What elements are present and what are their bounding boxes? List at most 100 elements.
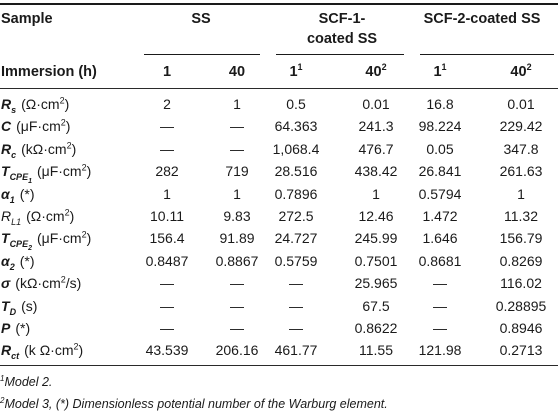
- table-cell: —: [160, 297, 174, 314]
- parameter-unit: (Ω·cm2): [21, 95, 70, 112]
- table-cell: 719: [225, 163, 249, 180]
- table-cell: 476.7: [358, 140, 394, 157]
- parameter-label: TCPE1(μF·cm2): [1, 162, 92, 185]
- immersion-value: 40: [228, 64, 246, 80]
- parameter-symbol: TCPE1: [1, 163, 32, 185]
- table-cell: —: [230, 118, 244, 135]
- table-cell: 67.5: [362, 297, 390, 314]
- table-cell: 10.11: [150, 208, 184, 224]
- table-cell: 1,068.4: [272, 140, 320, 157]
- table-cell: —: [289, 297, 303, 314]
- parameter-unit: (s): [21, 297, 38, 314]
- table-cell: 26.841: [418, 163, 462, 180]
- immersion-value: 1: [162, 64, 172, 80]
- table-top-rule: [0, 3, 558, 5]
- parameter-label: Rct (k Ω·cm2): [1, 341, 84, 360]
- group-rule-scf1: [276, 54, 404, 55]
- sample-header: Sample: [1, 11, 53, 27]
- table-cell: 261.63: [499, 163, 543, 180]
- group-header-scf1-line1: SCF-1-: [318, 11, 366, 27]
- parameter-unit: (μF·cm2): [16, 117, 71, 135]
- table-cell: 64.363: [274, 118, 318, 135]
- header-bottom-rule: [0, 88, 558, 89]
- table-cell: 12.46: [358, 208, 394, 224]
- table-cell: 0.5794: [418, 185, 462, 202]
- parameter-unit: (kΩ·cm2): [21, 140, 77, 157]
- table-cell: —: [289, 320, 303, 336]
- table-cell: 0.8622: [354, 320, 398, 336]
- table-cell: 0.8681: [418, 252, 462, 269]
- table-cell: 241.3: [358, 118, 394, 135]
- footnote-1: 1Model 2.: [0, 373, 53, 389]
- table-cell: —: [230, 140, 244, 157]
- table-cell: 0.28895: [495, 297, 547, 314]
- parameter-symbol: TCPE2: [1, 230, 32, 252]
- table-cell: 0.01: [507, 96, 535, 112]
- parameter-label: C (μF·cm2): [1, 118, 70, 134]
- parameter-symbol: α1: [1, 185, 15, 205]
- table-cell: 98.224: [418, 118, 462, 135]
- table-bottom-rule: [0, 365, 558, 366]
- immersion-value: 402: [365, 62, 387, 80]
- table-cell: —: [289, 275, 303, 292]
- table-cell: 0.5: [286, 96, 306, 112]
- parameter-symbol: Rs: [1, 96, 17, 115]
- immersion-value: 11: [289, 62, 303, 80]
- table-cell: —: [230, 275, 244, 292]
- table-cell: 461.77: [274, 342, 318, 359]
- table-cell: 1.646: [422, 230, 458, 247]
- table-cell: 282: [155, 163, 179, 180]
- table-cell: 121.98: [418, 342, 462, 359]
- parameter-symbol: Rc: [1, 140, 17, 160]
- table-cell: 9.83: [223, 208, 251, 224]
- table-cell: 1: [233, 96, 241, 112]
- footnote-2: 2Model 3, (*) Dimensionless potential nu…: [0, 395, 388, 411]
- table-cell: 11.32: [504, 208, 538, 224]
- parameter-unit: (k Ω·cm2): [24, 341, 84, 359]
- parameter-label: Rc (kΩ·cm2): [1, 140, 77, 160]
- table-cell: 25.965: [354, 275, 398, 292]
- table-cell: 0.8269: [499, 252, 543, 269]
- parameter-symbol: σ: [1, 275, 11, 292]
- table-cell: 43.539: [145, 342, 189, 359]
- table-cell: —: [160, 320, 174, 336]
- parameter-label: σ (kΩ·cm2/s): [1, 275, 81, 291]
- parameter-label: Rs (Ω·cm2): [1, 95, 70, 115]
- parameter-unit: (μF·cm2): [36, 162, 92, 180]
- immersion-value: 402: [510, 62, 532, 80]
- table-cell: 16.8: [426, 96, 454, 112]
- parameter-unit: (Ω·cm2): [26, 207, 75, 224]
- group-header-scf2: SCF-2-coated SS: [423, 11, 541, 27]
- table-cell: 0.2713: [499, 342, 543, 359]
- table-cell: —: [433, 275, 447, 292]
- table-cell: 28.516: [274, 163, 318, 180]
- parameter-label: TCPE2(μF·cm2): [1, 229, 92, 252]
- group-rule-scf2: [420, 54, 554, 55]
- table-cell: 0.01: [362, 96, 390, 112]
- table-cell: —: [433, 320, 447, 336]
- group-header-ss: SS: [191, 11, 211, 27]
- parameter-symbol: P: [1, 320, 11, 336]
- parameter-unit: (*): [19, 252, 35, 269]
- parameter-label: RL1 (Ω·cm2): [1, 207, 75, 226]
- group-header-scf1-line2: coated SS: [306, 31, 378, 47]
- table-cell: —: [230, 297, 244, 314]
- table-cell: —: [160, 118, 174, 135]
- table-cell: 206.16: [215, 342, 259, 359]
- parameter-label: α1 (*): [1, 185, 35, 205]
- table-cell: 116.02: [500, 275, 542, 292]
- parameter-symbol: C: [1, 118, 12, 135]
- table-cell: 24.727: [274, 230, 318, 247]
- parameter-symbol: α2: [1, 252, 15, 272]
- table-cell: 1: [233, 185, 241, 202]
- table-cell: 11.55: [359, 342, 393, 359]
- parameter-label: α2 (*): [1, 252, 35, 272]
- table-cell: 0.5759: [274, 252, 318, 269]
- table-cell: —: [230, 320, 244, 336]
- parameter-symbol: TD: [1, 297, 17, 317]
- table-cell: 438.42: [354, 163, 398, 180]
- table-cell: 0.8487: [145, 252, 189, 269]
- parameter-unit: (*): [19, 185, 35, 202]
- parameter-unit: (μF·cm2): [36, 229, 92, 247]
